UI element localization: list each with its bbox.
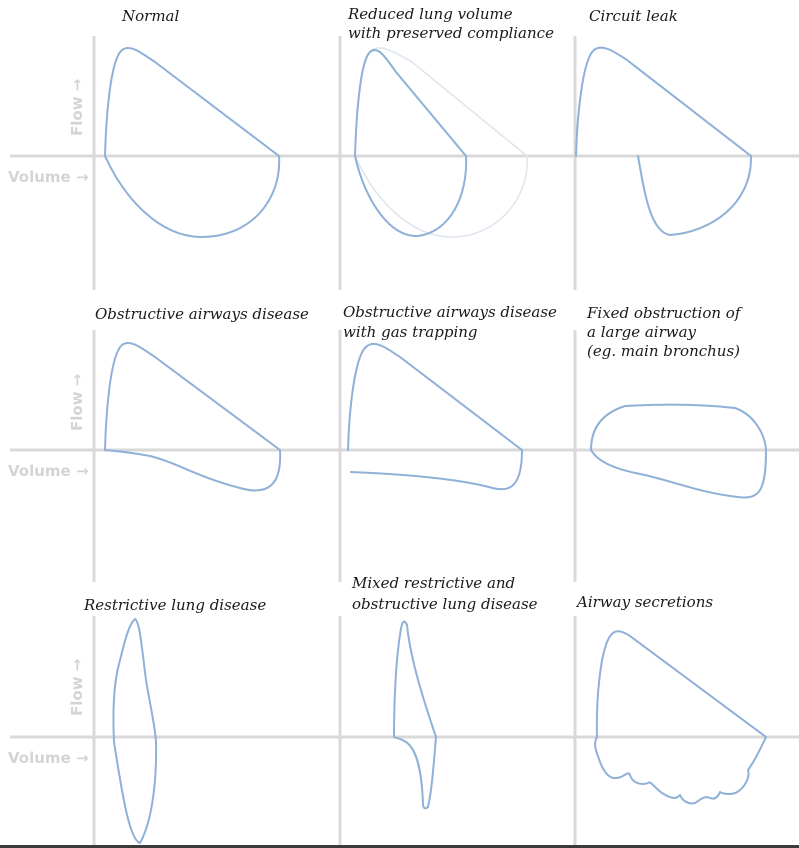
panel-titles: Normal Reduced lung volume with preserve… bbox=[83, 5, 745, 614]
volume-axis-label-row-1: Volume → bbox=[8, 168, 89, 186]
loop-reduced-volume bbox=[354, 49, 468, 238]
flow-axis-label-row-3: Flow → bbox=[68, 659, 86, 716]
flow-axis-label-row-1: Flow → bbox=[68, 79, 86, 136]
title-obstructive-trapping: Obstructive airways disease with gas tra… bbox=[343, 303, 562, 341]
loop-circuit-leak-expiratory bbox=[575, 46, 752, 157]
title-restrictive: Restrictive lung disease bbox=[83, 596, 266, 614]
loop-mixed bbox=[393, 620, 437, 810]
loop-restrictive bbox=[112, 618, 158, 844]
loop-circuit-leak-inspiratory bbox=[637, 155, 753, 236]
title-normal: Normal bbox=[121, 7, 179, 25]
loop-normal bbox=[104, 46, 281, 239]
axes bbox=[10, 36, 799, 846]
loop-obstructive-trapping-expiratory bbox=[347, 342, 523, 451]
loop-airway-secretions bbox=[594, 630, 767, 805]
loops bbox=[104, 46, 767, 844]
title-circuit-leak: Circuit leak bbox=[589, 7, 678, 25]
loop-reduced-volume-reference bbox=[354, 47, 528, 238]
title-reduced-volume: Reduced lung volume with preserved compl… bbox=[347, 5, 554, 42]
bottom-border bbox=[0, 845, 799, 848]
loop-obstructive bbox=[104, 341, 282, 492]
title-secretions: Airway secretions bbox=[575, 593, 713, 611]
axis-labels: Flow → Volume → Flow → Volume → Flow → V… bbox=[8, 79, 89, 767]
loop-obstructive-trapping-inspiratory bbox=[350, 449, 523, 491]
flow-axis-label-row-2: Flow → bbox=[68, 374, 86, 431]
title-mixed: Mixed restrictive and obstructive lung d… bbox=[351, 574, 538, 613]
title-fixed-obstruction: Fixed obstruction of a large airway (eg.… bbox=[586, 304, 745, 360]
volume-axis-label-row-2: Volume → bbox=[8, 462, 89, 480]
volume-axis-label-row-3: Volume → bbox=[8, 749, 89, 767]
title-obstructive: Obstructive airways disease bbox=[95, 305, 309, 323]
loop-fixed-obstruction bbox=[590, 403, 767, 499]
